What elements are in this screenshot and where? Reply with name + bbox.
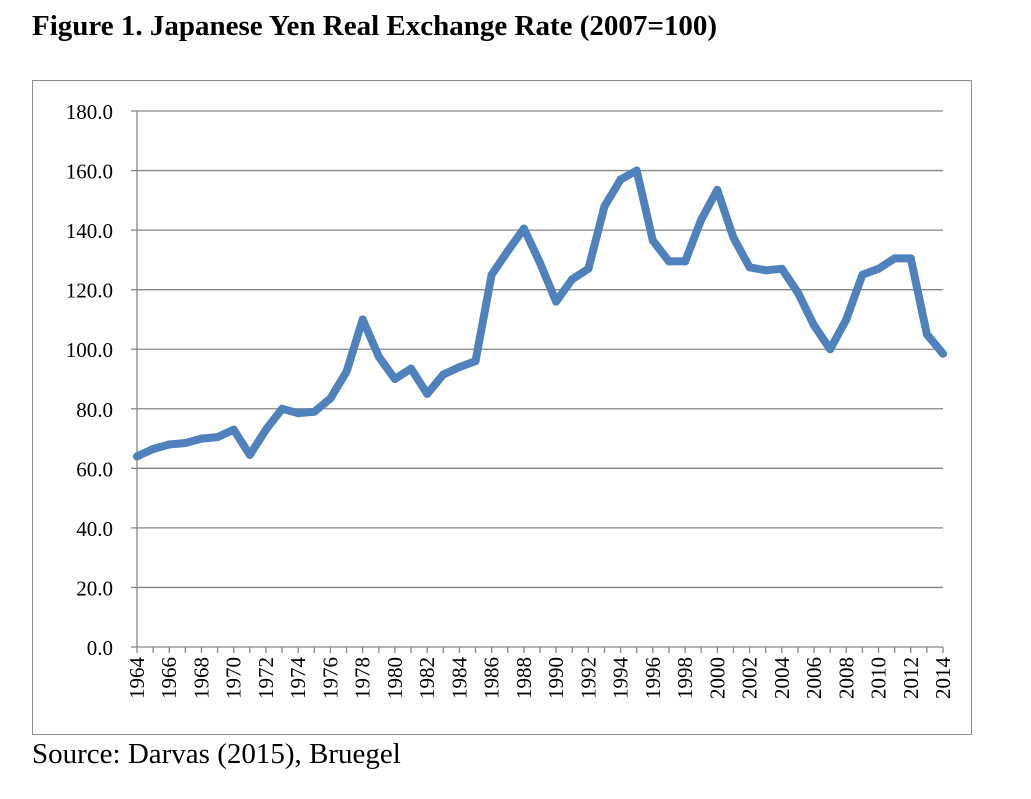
x-tick-label: 1974 xyxy=(286,657,310,700)
data-point xyxy=(213,433,222,442)
data-point xyxy=(777,264,786,273)
x-tick-label: 2012 xyxy=(899,657,923,699)
data-point xyxy=(648,236,657,245)
line-chart: 0.0 20.0 40.0 60.0 80.0 100.0 120.0 140.0 160.0 1… xyxy=(66,100,955,700)
x-tick-label: 1988 xyxy=(512,657,536,699)
x-tick-label: 1982 xyxy=(415,657,439,699)
data-point xyxy=(374,352,383,361)
data-point xyxy=(245,450,254,459)
data-point xyxy=(503,246,512,255)
data-point xyxy=(697,215,706,224)
x-tick-label: 1964 xyxy=(125,657,149,700)
y-tick-label: 100.0 xyxy=(66,338,113,362)
x-tick-label: 1970 xyxy=(222,657,246,699)
x-tick-label: 1984 xyxy=(447,657,471,700)
data-point xyxy=(326,394,335,403)
data-point xyxy=(616,175,625,184)
data-point xyxy=(890,254,899,263)
y-tick-label: 60.0 xyxy=(76,457,113,481)
data-point xyxy=(600,202,609,211)
data-point xyxy=(519,224,528,233)
data-point xyxy=(874,264,883,273)
data-point xyxy=(487,270,496,279)
data-point xyxy=(439,370,448,379)
x-tick-label: 1996 xyxy=(641,657,665,699)
data-point xyxy=(181,439,190,448)
data-point xyxy=(761,266,770,275)
x-tick-label: 1978 xyxy=(351,657,375,699)
data-point xyxy=(455,363,464,372)
data-point xyxy=(261,425,270,434)
data-point xyxy=(858,270,867,279)
data-point xyxy=(133,452,141,461)
x-tick-label: 1992 xyxy=(576,657,600,699)
x-tick-label: 1998 xyxy=(673,657,697,699)
y-tick-label: 140.0 xyxy=(66,219,113,243)
data-point xyxy=(294,409,303,418)
y-tick-label: 20.0 xyxy=(76,576,113,600)
data-point xyxy=(310,407,319,416)
series-line xyxy=(133,166,947,461)
x-tick-label: 2000 xyxy=(705,657,729,699)
data-point xyxy=(342,367,351,376)
data-point xyxy=(278,404,287,413)
data-point xyxy=(423,389,432,398)
data-point xyxy=(826,345,835,354)
x-tick-label: 2006 xyxy=(802,657,826,699)
x-tick-label: 2002 xyxy=(738,657,762,699)
x-tick-label: 1980 xyxy=(383,657,407,699)
data-point xyxy=(165,440,174,449)
data-point xyxy=(906,254,915,263)
data-point xyxy=(922,330,931,339)
data-point xyxy=(939,349,947,358)
data-point xyxy=(729,233,738,242)
chart-frame: 0.0 20.0 40.0 60.0 80.0 100.0 120.0 140.0 160.0 1… xyxy=(32,80,972,735)
data-point xyxy=(358,315,367,324)
x-tick-label: 1966 xyxy=(157,657,181,699)
x-tick-label: 2004 xyxy=(770,657,794,700)
data-point xyxy=(681,257,690,266)
x-tick-label: 1986 xyxy=(480,657,504,699)
figure-title: Figure 1. Japanese Yen Real Exchange Rat… xyxy=(32,10,718,42)
data-point xyxy=(745,263,754,272)
y-tick-label: 180.0 xyxy=(66,100,113,124)
y-tick-label: 160.0 xyxy=(66,160,113,184)
data-point xyxy=(713,185,722,194)
y-tick-label: 120.0 xyxy=(66,279,113,303)
x-tick-label: 1972 xyxy=(254,657,278,699)
x-tick-label: 1994 xyxy=(609,657,633,700)
data-point xyxy=(407,364,416,373)
x-tick-label: 2008 xyxy=(834,657,858,699)
data-point xyxy=(664,257,673,266)
data-point xyxy=(197,434,206,443)
data-point xyxy=(552,297,561,306)
data-point xyxy=(568,275,577,284)
data-point xyxy=(471,357,480,366)
x-tick-label: 2010 xyxy=(867,657,891,699)
x-tick-label: 2014 xyxy=(931,657,955,700)
x-tick-label: 1990 xyxy=(544,657,568,699)
x-tick-label: 1968 xyxy=(189,657,213,699)
data-point xyxy=(632,166,641,175)
data-point xyxy=(793,288,802,297)
data-point xyxy=(536,258,544,267)
y-tick-label: 80.0 xyxy=(76,398,113,422)
data-point xyxy=(229,425,238,434)
data-point xyxy=(842,315,851,324)
y-tick-label: 0.0 xyxy=(87,636,113,660)
data-point xyxy=(584,264,593,273)
figure-source: Source: Darvas (2015), Bruegel xyxy=(32,738,401,770)
data-point xyxy=(390,375,399,383)
y-tick-label: 40.0 xyxy=(76,517,113,541)
x-tick-label: 1976 xyxy=(318,657,342,699)
data-point xyxy=(810,321,819,330)
data-point xyxy=(149,444,158,453)
